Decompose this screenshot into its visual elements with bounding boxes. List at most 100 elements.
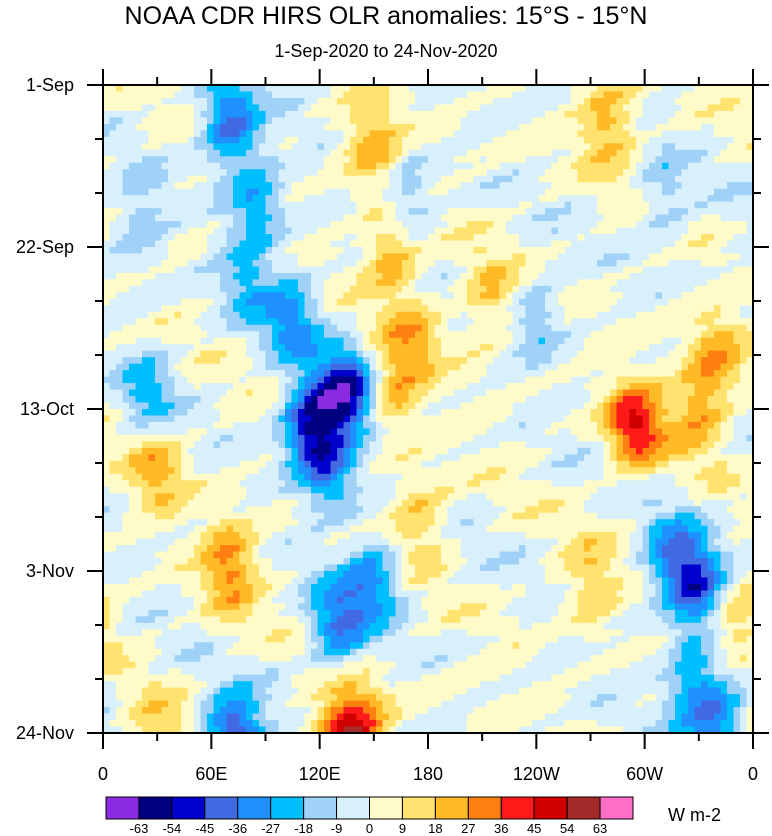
field-cell [590, 272, 598, 280]
field-cell [681, 253, 689, 261]
field-cell [363, 357, 370, 365]
field-cell [155, 402, 162, 410]
field-cell [363, 259, 370, 267]
field-cell [272, 383, 279, 390]
field-cell [714, 156, 721, 164]
field-cell [746, 188, 753, 196]
field-cell [272, 188, 279, 196]
field-cell [181, 253, 188, 261]
field-cell [655, 305, 663, 313]
field-cell [577, 383, 585, 390]
field-cell [545, 396, 552, 403]
field-cell [356, 182, 364, 190]
field-cell [701, 331, 708, 339]
field-cell [129, 110, 136, 118]
field-cell [733, 188, 741, 196]
field-cell [525, 156, 533, 164]
field-cell [213, 169, 221, 177]
field-cell [239, 272, 247, 280]
field-cell [473, 292, 481, 300]
field-cell [317, 162, 325, 170]
field-cell [629, 156, 637, 164]
field-cell [428, 305, 435, 313]
field-cell [330, 188, 338, 196]
field-cell [278, 149, 286, 157]
field-cell [304, 279, 312, 287]
field-cell [291, 324, 299, 332]
field-cell [226, 331, 234, 339]
field-cell [369, 117, 377, 125]
field-cell [681, 298, 689, 306]
field-cell [155, 162, 162, 170]
field-cell [103, 272, 110, 280]
field-cell [311, 240, 318, 248]
field-cell [363, 396, 370, 403]
field-cell [194, 85, 201, 92]
field-cell [129, 208, 136, 215]
field-cell [525, 85, 533, 92]
field-cell [116, 247, 123, 254]
field-cell [441, 253, 448, 261]
field-cell [512, 402, 520, 410]
field-cell [681, 85, 689, 92]
field-cell [545, 389, 552, 397]
field-cell [441, 337, 448, 345]
field-cell [116, 143, 123, 151]
field-cell [571, 85, 578, 92]
field-cell [493, 156, 500, 164]
field-cell [408, 266, 416, 274]
field-cell [603, 285, 611, 293]
field-cell [740, 214, 747, 222]
field-cell [629, 227, 637, 235]
field-cell [532, 272, 539, 280]
field-cell [558, 156, 565, 164]
field-cell [207, 234, 214, 241]
field-cell [168, 402, 175, 410]
field-cell [278, 208, 286, 215]
field-cell [129, 389, 136, 397]
field-cell [122, 370, 130, 377]
field-cell [662, 357, 669, 365]
field-cell [415, 169, 422, 177]
field-cell [707, 117, 715, 125]
field-cell [701, 324, 708, 332]
field-cell [356, 331, 364, 339]
field-cell [135, 91, 143, 99]
field-cell [389, 363, 396, 371]
field-cell [311, 318, 318, 326]
field-cell [213, 221, 221, 228]
field-cell [655, 350, 663, 358]
field-cell [512, 169, 520, 177]
field-cell [207, 182, 214, 190]
field-cell [519, 402, 526, 410]
field-cell [733, 285, 741, 293]
field-cell [376, 240, 383, 248]
field-cell [428, 130, 435, 138]
field-cell [324, 247, 331, 254]
field-cell [194, 156, 201, 164]
field-cell [681, 175, 689, 183]
field-cell [187, 266, 195, 274]
field-cell [402, 253, 409, 261]
field-cell [701, 208, 708, 215]
field-cell [629, 130, 637, 138]
field-cell [369, 389, 377, 397]
field-cell [571, 97, 578, 105]
field-cell [571, 279, 578, 287]
field-cell [246, 85, 253, 92]
field-cell [662, 104, 669, 112]
field-cell [701, 272, 708, 280]
field-cell [506, 208, 513, 215]
field-cell [655, 201, 663, 209]
field-cell [298, 298, 305, 306]
field-cell [259, 389, 266, 397]
field-cell [129, 201, 136, 209]
field-cell [421, 136, 429, 144]
field-cell [148, 104, 156, 112]
field-cell [356, 350, 364, 358]
field-cell [181, 324, 188, 332]
field-cell [584, 169, 591, 177]
field-cell [447, 331, 455, 339]
field-cell [655, 337, 663, 345]
field-cell [499, 344, 507, 352]
